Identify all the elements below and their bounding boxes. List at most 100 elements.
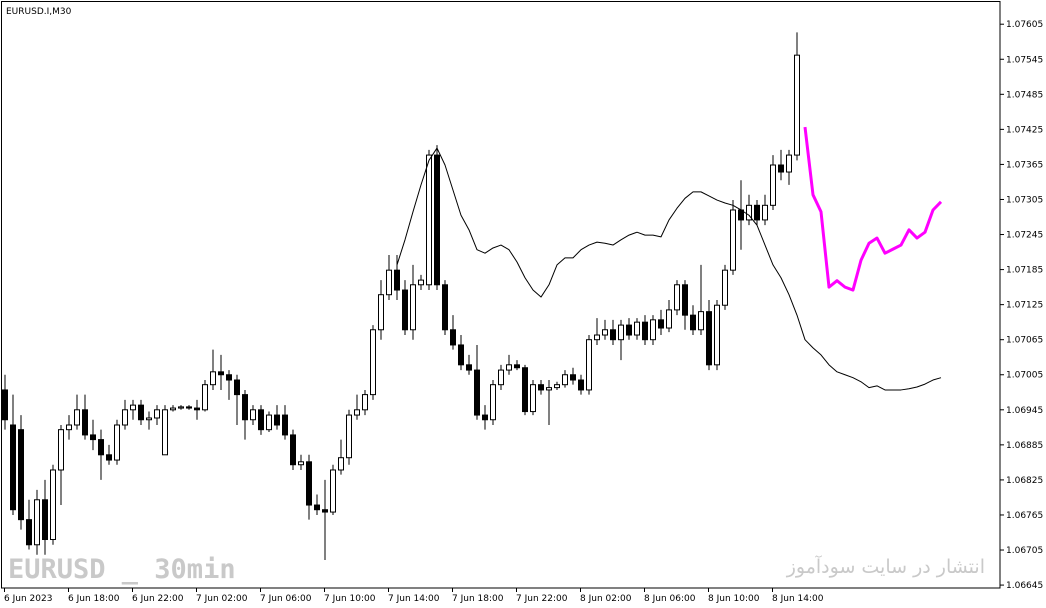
watermark: EURUSD _ 30min (8, 554, 236, 585)
candle-body (418, 279, 424, 286)
candle-body (346, 414, 352, 459)
candle-body (394, 269, 400, 291)
candle-body (122, 409, 128, 426)
candle-body (674, 284, 680, 311)
indicator-line (396, 147, 942, 391)
candle-body (730, 209, 736, 271)
candle-body (658, 319, 664, 329)
candle-body (114, 424, 120, 461)
candle-body (2, 389, 8, 421)
y-tick-label: 1.07245 (1006, 231, 1043, 241)
candle-body (306, 461, 312, 506)
candle-body (466, 364, 472, 371)
plot-frame (1, 1, 1001, 589)
y-tick-label: 1.07185 (1006, 266, 1043, 276)
candle-body (770, 164, 776, 206)
x-tick-label: 7 Jun 02:00 (196, 594, 248, 604)
candle-body (18, 429, 24, 521)
candle-body (778, 164, 784, 173)
candle-body (378, 294, 384, 331)
y-tick-label: 1.07485 (1006, 90, 1043, 100)
candle-body (354, 409, 360, 416)
candle-body (386, 269, 392, 296)
y-tick-label: 1.06825 (1006, 476, 1043, 486)
y-tick-label: 1.07065 (1006, 336, 1043, 346)
y-tick-label: 1.06945 (1006, 406, 1043, 416)
y-tick-label: 1.07605 (1006, 20, 1043, 30)
candle-body (714, 304, 720, 366)
candle-body (154, 409, 160, 419)
candle-body (506, 364, 512, 371)
publisher-note: انتشار در سایت سودآموز (786, 554, 985, 578)
y-tick-label: 1.06645 (1006, 581, 1043, 591)
candle-body (178, 406, 184, 409)
indicator-line (803, 126, 943, 292)
candle-body (266, 414, 272, 431)
candle-body (234, 379, 240, 396)
y-tick-label: 1.06705 (1006, 546, 1043, 556)
y-tick-label: 1.07365 (1006, 160, 1043, 170)
candle-body (434, 154, 440, 286)
candle-body (314, 504, 320, 511)
candle-body (634, 321, 640, 336)
candle-body (50, 469, 56, 541)
candle-body (442, 284, 448, 331)
candle-body (538, 384, 544, 391)
candle-body (618, 324, 624, 341)
x-tick-label: 6 Jun 18:00 (68, 594, 120, 604)
candle-body (666, 309, 672, 329)
candle-body (162, 409, 168, 456)
candle-body (186, 406, 192, 409)
candle-body (546, 387, 552, 391)
x-tick-label: 6 Jun 2023 (4, 594, 52, 604)
candle-body (170, 407, 176, 411)
candle-body (682, 284, 688, 316)
candle-body (522, 367, 528, 413)
candle-body (762, 204, 768, 221)
candle-body (626, 324, 632, 336)
candle-body (370, 329, 376, 396)
candle-body (698, 311, 704, 331)
candle-body (594, 334, 600, 341)
candle-body (338, 457, 344, 471)
candle-body (10, 424, 16, 511)
y-tick-label: 1.06765 (1006, 511, 1043, 521)
candle-body (490, 384, 496, 421)
candle-body (226, 374, 232, 381)
candle-body (610, 329, 616, 341)
candle-body (98, 439, 104, 456)
candle-body (642, 321, 648, 341)
candle-body (34, 499, 40, 546)
candle-body (650, 319, 656, 341)
candle-body (138, 404, 144, 421)
symbol-label: EURUSD.I,M30 (6, 7, 72, 17)
candle-body (82, 409, 88, 436)
candle-body (570, 374, 576, 381)
candle-body (498, 369, 504, 386)
candle-body (362, 394, 368, 411)
candle-body (290, 434, 296, 466)
candle-body (530, 384, 536, 413)
candle-body (218, 371, 224, 376)
candle-body (66, 424, 72, 431)
x-tick-label: 7 Jun 14:00 (388, 594, 440, 604)
candle-body (242, 394, 248, 421)
candle-body (202, 384, 208, 411)
candle-body (410, 284, 416, 331)
candle-body (90, 434, 96, 441)
candle-body (130, 404, 136, 411)
candle-body (330, 469, 336, 513)
x-tick-label: 8 Jun 06:00 (644, 594, 696, 604)
candle-body (754, 204, 760, 221)
x-tick-label: 8 Jun 14:00 (772, 594, 824, 604)
candle-body (690, 314, 696, 331)
candle-body (482, 414, 488, 421)
candle-body (106, 454, 112, 461)
y-tick-label: 1.07545 (1006, 55, 1043, 65)
candle-body (722, 269, 728, 306)
candle-body (322, 509, 328, 513)
candle-body (26, 519, 32, 546)
